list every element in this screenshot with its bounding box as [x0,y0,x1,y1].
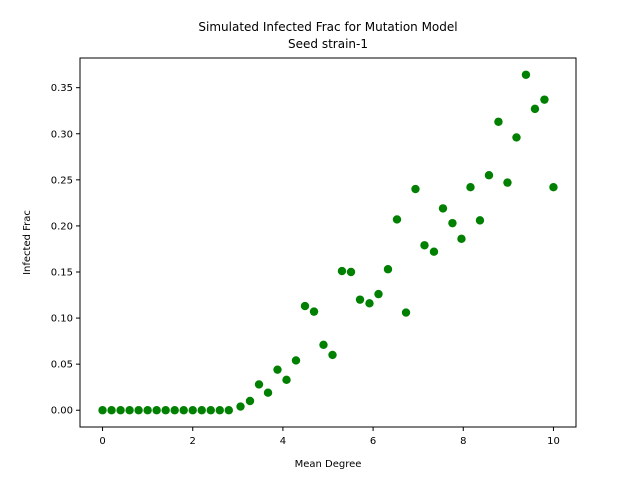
data-point [143,406,152,415]
data-point [98,406,107,415]
data-point [188,406,197,415]
data-point [161,406,170,415]
x-axis-ticks: 0 2 4 6 8 10 [99,427,560,447]
y-tick-label: 0.30 [51,129,73,140]
y-tick-label: 0.00 [51,406,73,417]
data-point [374,289,383,299]
data-point [512,133,521,142]
data-point [475,216,485,225]
data-point [438,204,448,213]
data-point [309,307,319,316]
data-point [107,406,116,415]
data-point [170,406,179,415]
y-tick-label: 0.20 [51,221,73,232]
x-tick-label: 0 [99,436,105,447]
data-point [401,308,411,317]
data-point [215,406,224,415]
data-point [521,70,531,79]
data-point [206,406,215,415]
data-point [448,218,457,228]
data-point [179,406,188,415]
data-point [152,406,161,415]
y-tick-label: 0.05 [51,360,73,371]
data-point [319,340,328,349]
data-point [116,406,125,415]
y-axis-label: Infected Frac [22,210,33,275]
data-point [392,215,402,224]
data-point [282,375,291,385]
x-tick-label: 6 [370,436,376,447]
data-point [484,171,494,180]
x-tick-label: 8 [460,436,466,447]
chart-subtitle: Seed strain-1 [288,37,368,51]
y-tick-label: 0.25 [51,175,73,186]
data-point [355,295,365,304]
data-point [466,183,475,192]
data-point [365,299,374,308]
data-point [134,406,143,415]
x-tick-label: 2 [190,436,196,447]
y-tick-label: 0.15 [51,267,73,278]
data-point [224,406,233,415]
data-point [263,388,273,397]
data-point [328,350,337,360]
plot-area-frame [79,57,577,428]
data-point [429,247,439,256]
data-point [494,117,503,126]
data-point [503,178,512,187]
y-tick-label: 0.35 [51,83,73,94]
data-point [245,396,255,406]
x-tick-label: 10 [547,436,560,447]
data-point [549,183,558,192]
data-point [300,301,310,311]
data-point [457,234,466,244]
x-tick-label: 4 [280,436,286,447]
data-point [420,241,429,250]
data-point [411,184,420,194]
chart-title: Simulated Infected Frac for Mutation Mod… [198,20,457,34]
data-point [337,266,347,276]
data-point [273,365,282,374]
data-point [291,356,301,365]
data-point [254,380,264,389]
data-point [383,265,393,274]
data-point [125,406,134,415]
y-tick-label: 0.10 [51,314,73,325]
data-point [236,402,245,411]
y-axis-ticks: 0.00 0.05 0.10 0.15 0.20 0.25 0.30 0.35 [51,83,80,417]
data-point [346,267,356,277]
data-point [530,104,540,114]
x-axis-label: Mean Degree [295,459,362,470]
scatter-points [98,70,558,415]
data-point [197,406,206,415]
data-point [540,95,549,104]
